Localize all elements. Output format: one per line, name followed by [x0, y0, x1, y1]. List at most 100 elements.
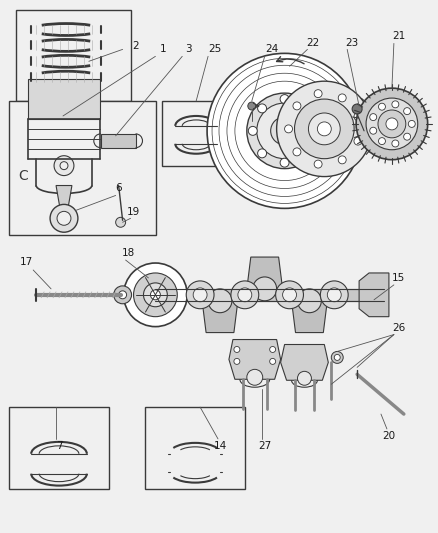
Text: 17: 17: [20, 257, 33, 267]
Circle shape: [378, 138, 385, 144]
Polygon shape: [229, 340, 281, 379]
Bar: [131, 291, 155, 299]
Circle shape: [238, 288, 252, 302]
Circle shape: [280, 158, 289, 167]
Circle shape: [257, 103, 312, 159]
Text: 21: 21: [392, 31, 406, 42]
Circle shape: [314, 160, 322, 168]
Circle shape: [338, 94, 346, 102]
Polygon shape: [202, 301, 238, 333]
Text: 23: 23: [346, 38, 359, 49]
Circle shape: [231, 281, 259, 309]
Circle shape: [378, 103, 385, 110]
Text: 3: 3: [185, 44, 191, 54]
Circle shape: [408, 120, 415, 127]
Circle shape: [134, 273, 177, 317]
Circle shape: [60, 161, 68, 169]
Text: 20: 20: [382, 431, 396, 441]
Bar: [9, 407, 109, 489]
Circle shape: [271, 117, 298, 145]
Text: 19: 19: [127, 207, 140, 217]
Circle shape: [144, 283, 167, 307]
Bar: [162, 101, 230, 166]
Circle shape: [150, 290, 160, 300]
Circle shape: [193, 288, 207, 302]
Circle shape: [270, 346, 276, 352]
Text: 7: 7: [56, 441, 62, 451]
Circle shape: [186, 281, 214, 309]
Circle shape: [354, 137, 362, 145]
Circle shape: [116, 217, 126, 227]
Circle shape: [392, 140, 399, 147]
Circle shape: [370, 127, 377, 134]
Circle shape: [208, 289, 232, 313]
Polygon shape: [292, 301, 327, 333]
Circle shape: [294, 99, 354, 159]
Text: 18: 18: [122, 248, 135, 258]
Circle shape: [247, 93, 322, 168]
Polygon shape: [247, 257, 283, 289]
Bar: [28, 79, 100, 119]
Text: 14: 14: [213, 441, 226, 451]
Polygon shape: [56, 185, 72, 208]
Circle shape: [119, 291, 127, 299]
Text: 15: 15: [392, 273, 406, 283]
Circle shape: [234, 346, 240, 352]
Circle shape: [234, 358, 240, 365]
Circle shape: [258, 149, 267, 158]
Circle shape: [247, 369, 263, 385]
Text: 24: 24: [265, 44, 278, 54]
Circle shape: [392, 101, 399, 108]
Circle shape: [283, 288, 297, 302]
Circle shape: [297, 372, 311, 385]
Circle shape: [270, 358, 276, 365]
Circle shape: [312, 126, 321, 135]
Circle shape: [207, 53, 362, 208]
Circle shape: [297, 289, 321, 313]
Circle shape: [356, 88, 427, 160]
Circle shape: [370, 114, 377, 120]
Text: 22: 22: [306, 38, 319, 49]
Circle shape: [318, 122, 331, 136]
Circle shape: [303, 104, 311, 113]
Circle shape: [124, 263, 187, 327]
Bar: [155, 289, 384, 301]
Text: 2: 2: [132, 42, 139, 51]
Bar: [9, 101, 156, 235]
Circle shape: [320, 281, 348, 309]
Circle shape: [258, 104, 267, 113]
Circle shape: [253, 277, 277, 301]
Circle shape: [50, 204, 78, 232]
Circle shape: [57, 212, 71, 225]
Text: 26: 26: [392, 322, 406, 333]
Circle shape: [378, 110, 406, 138]
Circle shape: [280, 94, 289, 103]
Circle shape: [354, 112, 362, 120]
Circle shape: [327, 288, 341, 302]
Polygon shape: [281, 344, 328, 380]
Circle shape: [54, 156, 74, 175]
Text: 1: 1: [160, 44, 167, 54]
Circle shape: [248, 126, 257, 135]
Text: 6: 6: [115, 183, 122, 193]
Circle shape: [404, 133, 410, 140]
Text: 25: 25: [208, 44, 222, 54]
Circle shape: [314, 90, 322, 98]
Circle shape: [334, 354, 340, 360]
Circle shape: [404, 108, 410, 115]
Circle shape: [293, 148, 301, 156]
Text: 27: 27: [258, 441, 271, 451]
Bar: [145, 407, 245, 489]
Circle shape: [352, 104, 362, 114]
Polygon shape: [359, 273, 389, 317]
Circle shape: [386, 118, 398, 130]
Circle shape: [276, 281, 304, 309]
Circle shape: [114, 286, 131, 304]
Circle shape: [293, 102, 301, 110]
Circle shape: [308, 113, 340, 145]
Circle shape: [338, 156, 346, 164]
Text: C: C: [18, 168, 28, 183]
Circle shape: [285, 125, 293, 133]
Circle shape: [303, 149, 311, 158]
Circle shape: [278, 124, 292, 138]
